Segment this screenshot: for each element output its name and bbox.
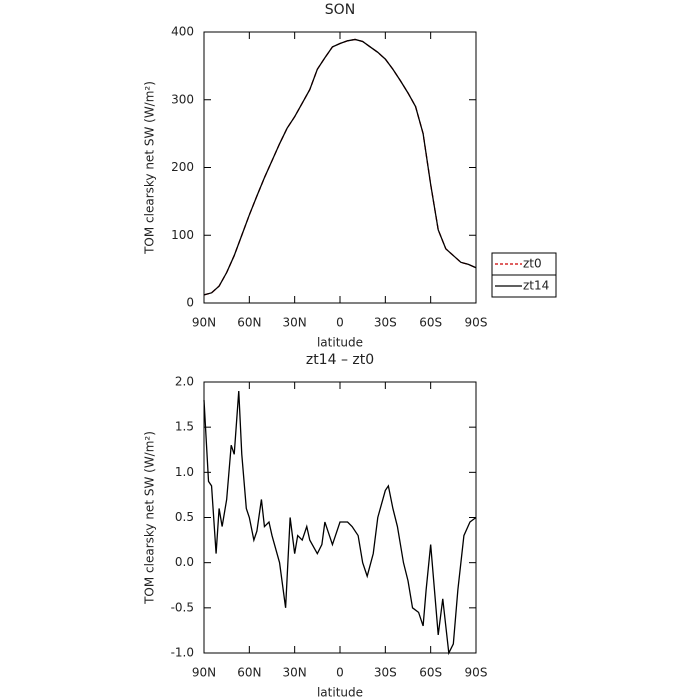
- y-tick-label: -1.0: [171, 646, 194, 660]
- x-tick-label: 30N: [283, 316, 307, 330]
- x-axis-label: latitude: [317, 336, 363, 350]
- x-tick-label: 60S: [419, 316, 442, 330]
- x-tick-label: 90N: [192, 316, 216, 330]
- plot-frame: [203, 31, 477, 304]
- y-axis-label: TOM clearsky net SW (W/m²): [143, 431, 157, 605]
- y-tick-label: 1.0: [175, 465, 194, 479]
- data-line: [203, 38, 477, 296]
- x-tick-label: 0: [336, 316, 344, 330]
- y-tick-label: 200: [171, 160, 194, 174]
- y-tick-label: -0.5: [171, 600, 194, 614]
- y-tick-label: 100: [171, 228, 194, 242]
- x-axis-label: latitude: [317, 686, 363, 700]
- y-tick-label: 300: [171, 92, 194, 106]
- y-tick-label: 1.5: [175, 420, 194, 434]
- x-tick-label: 90S: [465, 666, 488, 680]
- legend-label: zt14: [523, 279, 549, 293]
- x-tick-label: 60N: [237, 666, 261, 680]
- x-tick-label: 90S: [465, 316, 488, 330]
- y-tick-label: 0.0: [175, 555, 194, 569]
- y-tick-label: 2.0: [175, 375, 194, 389]
- data-line: [203, 390, 477, 656]
- x-tick-label: 30N: [283, 666, 307, 680]
- y-tick-label: 400: [171, 25, 194, 39]
- legend-label: zt0: [523, 257, 542, 271]
- chart-title: zt14 – zt0: [306, 352, 374, 368]
- plot-frame: [203, 381, 477, 654]
- x-tick-label: 30S: [374, 316, 397, 330]
- y-axis-label: TOM clearsky net SW (W/m²): [143, 81, 157, 255]
- x-tick-label: 60N: [237, 316, 261, 330]
- y-tick-label: 0: [186, 296, 194, 310]
- y-tick-label: 0.5: [175, 510, 194, 524]
- x-tick-label: 60S: [419, 666, 442, 680]
- chart-title: SON: [325, 2, 355, 18]
- x-tick-label: 0: [336, 666, 344, 680]
- x-tick-label: 30S: [374, 666, 397, 680]
- x-tick-label: 90N: [192, 666, 216, 680]
- data-line: [203, 38, 477, 296]
